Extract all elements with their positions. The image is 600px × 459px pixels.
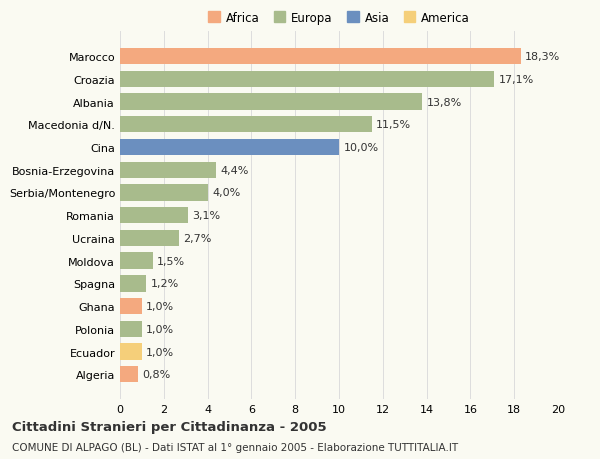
Text: Cittadini Stranieri per Cittadinanza - 2005: Cittadini Stranieri per Cittadinanza - 2…: [12, 420, 326, 433]
Bar: [120, 298, 142, 314]
Bar: [120, 49, 521, 65]
Bar: [120, 230, 179, 246]
Text: 0,8%: 0,8%: [142, 369, 170, 380]
Text: 1,0%: 1,0%: [146, 324, 175, 334]
Text: 11,5%: 11,5%: [376, 120, 412, 130]
Bar: [120, 253, 153, 269]
Bar: [120, 344, 142, 360]
Bar: [120, 275, 146, 292]
Text: 17,1%: 17,1%: [499, 75, 534, 84]
Bar: [120, 72, 494, 88]
Text: 1,0%: 1,0%: [146, 302, 175, 311]
Legend: Africa, Europa, Asia, America: Africa, Europa, Asia, America: [203, 7, 475, 29]
Text: 3,1%: 3,1%: [192, 211, 220, 221]
Text: 18,3%: 18,3%: [525, 52, 560, 62]
Text: 10,0%: 10,0%: [343, 143, 379, 153]
Text: 13,8%: 13,8%: [427, 97, 462, 107]
Bar: [120, 321, 142, 337]
Bar: [120, 366, 137, 383]
Bar: [120, 94, 422, 111]
Text: 4,4%: 4,4%: [221, 165, 249, 175]
Text: 1,2%: 1,2%: [151, 279, 179, 289]
Bar: [120, 185, 208, 201]
Bar: [120, 140, 339, 156]
Bar: [120, 162, 217, 179]
Text: 2,7%: 2,7%: [184, 234, 212, 243]
Text: COMUNE DI ALPAGO (BL) - Dati ISTAT al 1° gennaio 2005 - Elaborazione TUTTITALIA.: COMUNE DI ALPAGO (BL) - Dati ISTAT al 1°…: [12, 442, 458, 452]
Text: 4,0%: 4,0%: [212, 188, 240, 198]
Bar: [120, 117, 372, 133]
Bar: [120, 207, 188, 224]
Text: 1,0%: 1,0%: [146, 347, 175, 357]
Text: 1,5%: 1,5%: [157, 256, 185, 266]
